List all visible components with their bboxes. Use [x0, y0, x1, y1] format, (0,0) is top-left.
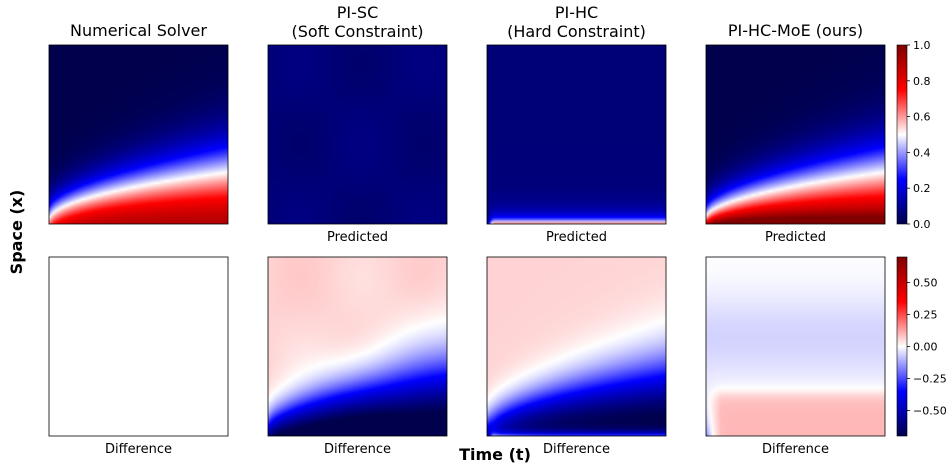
- caption-difference-2: Difference: [324, 442, 391, 457]
- heatmap-panels: [48, 44, 886, 437]
- colorbar-1-tick-label-6: 1.0: [913, 39, 931, 52]
- caption-predicted-4: Predicted: [765, 230, 826, 245]
- heatmap-difference-2: [268, 257, 447, 436]
- panel-frame-bottom-1: [48, 256, 229, 437]
- colorbar-1-tick-label-1: 0.0: [913, 218, 931, 231]
- heatmap-predicted-1: [49, 45, 228, 224]
- colorbar-1-tick-label-2: 0.2: [913, 182, 931, 195]
- heatmap-predicted-2: [268, 45, 447, 224]
- colorbar-2: [896, 256, 908, 437]
- heatmap-predicted-4: [706, 45, 885, 224]
- column-title-4-line-1: PI-HC-MoE (ours): [728, 21, 863, 40]
- caption-difference-1: Difference: [105, 442, 172, 457]
- heatmap-difference-3: [487, 257, 666, 436]
- panel-frame-top-3: [486, 44, 667, 225]
- heatmap-predicted-3: [487, 45, 666, 224]
- column-titles: Numerical Solver PI-SC(Soft Constraint) PI…: [70, 3, 863, 41]
- column-title-3-line-2: (Hard Constraint): [507, 22, 646, 41]
- colorbars: 0.0 0.2 0.4 0.6 0.8 1.0 −0.50 −0.25 0.00 0.25 0.50: [896, 39, 947, 437]
- panel-frame-top-2: [267, 44, 448, 225]
- column-title-2-line-1: PI-SC: [337, 3, 378, 22]
- colorbar-2-tick-label-4: 0.25: [913, 309, 938, 322]
- x-axis-label: Time (t): [459, 445, 531, 463]
- column-title-3-line-1: PI-HC: [555, 3, 598, 22]
- heatmap-difference-4: [706, 257, 885, 436]
- colorbar-1: [896, 44, 908, 225]
- panel-captions: Difference Predicted Difference Predicted Di…: [105, 230, 829, 457]
- heatmap-difference-1: [49, 257, 228, 436]
- panel-frame-bottom-2: [267, 256, 448, 437]
- colorbar-2-tick-label-5: 0.50: [913, 277, 938, 290]
- caption-predicted-2: Predicted: [327, 230, 388, 245]
- caption-predicted-3: Predicted: [546, 230, 607, 245]
- panel-frame-top-1: [48, 44, 229, 225]
- column-title-2-line-2: (Soft Constraint): [291, 22, 423, 41]
- colorbar-1-tick-label-4: 0.6: [913, 111, 931, 124]
- caption-difference-4: Difference: [762, 442, 829, 457]
- y-axis-label: Space (x): [7, 190, 26, 275]
- colorbar-1-tick-label-3: 0.4: [913, 146, 931, 159]
- colorbar-2-tick-label-2: −0.25: [913, 372, 947, 385]
- colorbar-2-tick-label-1: −0.50: [913, 404, 947, 417]
- colorbar-1-tick-label-5: 0.8: [913, 75, 931, 88]
- column-title-1-line-1: Numerical Solver: [70, 21, 207, 40]
- colorbar-2-tick-label-3: 0.00: [913, 341, 938, 354]
- caption-difference-3: Difference: [543, 442, 610, 457]
- panel-frame-bottom-3: [486, 256, 667, 437]
- panel-frame-top-4: [705, 44, 886, 225]
- panel-frame-bottom-4: [705, 256, 886, 437]
